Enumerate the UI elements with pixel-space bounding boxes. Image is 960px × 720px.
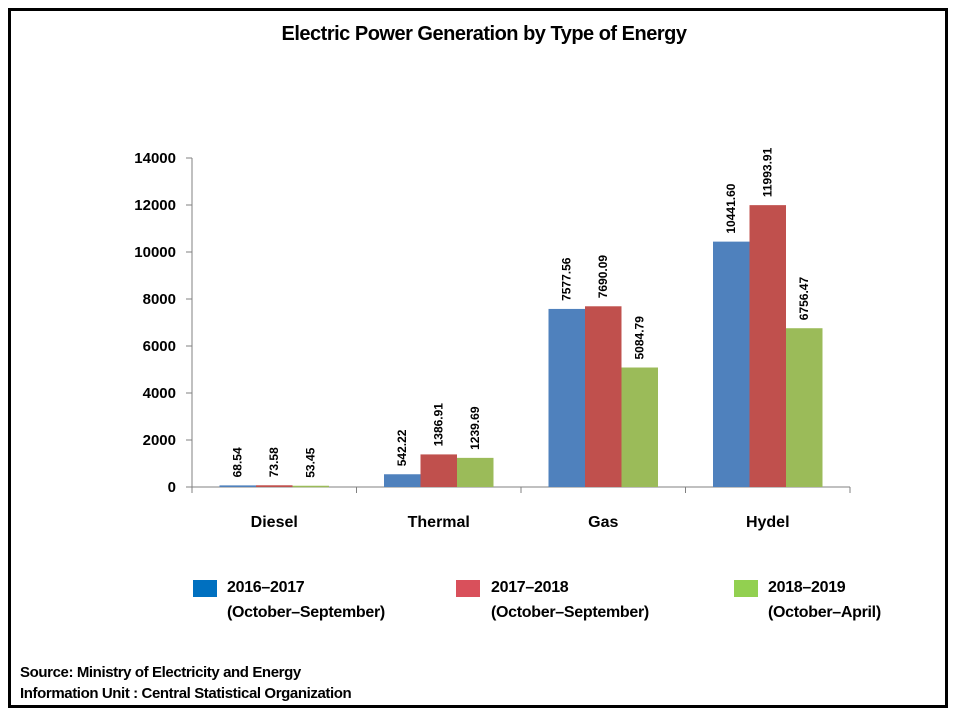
legend-item-2018-2019: 2018–2019 (October–April) [734, 579, 881, 621]
data-label: 7690.09 [596, 255, 610, 299]
bar-hydel-2 [749, 205, 786, 487]
bar-thermal-1 [384, 474, 421, 487]
bar-gas-3 [621, 367, 658, 487]
legend-swatch [734, 580, 758, 597]
bar-diesel-2 [256, 485, 293, 487]
bar-gas-2 [585, 306, 622, 487]
bar-diesel-1 [219, 485, 256, 487]
data-label: 73.58 [267, 447, 281, 477]
data-label: 5084.79 [633, 316, 647, 360]
bar-thermal-3 [457, 457, 494, 487]
y-tick-labels: 0 2000 4000 6000 8000 10000 12000 14000 [134, 150, 176, 496]
data-label: 1386.91 [432, 403, 446, 447]
data-label: 6756.47 [797, 277, 811, 321]
legend-period: (October–April) [768, 604, 881, 621]
data-label: 68.54 [231, 447, 245, 477]
y-tick-label: 0 [168, 479, 176, 496]
x-category-label: Diesel [251, 514, 298, 531]
bar-hydel-3 [786, 328, 823, 487]
legend-item-2016-2017: 2016–2017 (October–September) [193, 579, 385, 621]
y-tick-label: 6000 [143, 338, 176, 355]
legend-item-2017-2018: 2017–2018 (October–September) [456, 579, 649, 621]
bar-thermal-2 [420, 454, 457, 487]
data-label: 53.45 [304, 447, 318, 477]
y-tick-label: 10000 [134, 244, 176, 261]
y-tick-label: 8000 [143, 291, 176, 308]
data-label: 10441.60 [724, 183, 738, 233]
x-category-label: Gas [588, 514, 618, 531]
legend-swatch [193, 580, 217, 597]
data-label: 542.22 [395, 429, 409, 466]
data-label: 11993.91 [761, 147, 775, 197]
bars [219, 205, 823, 488]
bar-hydel-1 [713, 241, 750, 487]
source-line: Source: Ministry of Electricity and Ener… [20, 664, 302, 681]
legend-period: (October–September) [227, 604, 385, 621]
legend: 2016–2017 (October–September) 2017–2018 … [193, 579, 881, 621]
data-labels: 68.54 73.58 53.45 542.22 1386.91 1239.69 7577.… [231, 147, 812, 477]
x-category-label: Hydel [746, 514, 790, 531]
legend-period: (October–September) [491, 604, 649, 621]
legend-label: 2017–2018 [491, 579, 569, 596]
data-label: 1239.69 [468, 406, 482, 450]
bar-diesel-3 [292, 485, 329, 488]
y-tick-label: 14000 [134, 150, 176, 167]
y-tick-label: 2000 [143, 432, 176, 449]
legend-swatch [456, 580, 480, 597]
source-unit-line: Information Unit : Central Statistical O… [20, 685, 352, 702]
x-category-label: Thermal [408, 514, 470, 531]
data-label: 7577.56 [560, 257, 574, 301]
y-tick-label: 12000 [134, 197, 176, 214]
bar-gas-1 [548, 308, 585, 487]
legend-label: 2018–2019 [768, 579, 846, 596]
x-category-labels: Diesel Thermal Gas Hydel [251, 514, 790, 531]
legend-label: 2016–2017 [227, 579, 305, 596]
chart-title: Electric Power Generation by Type of Ene… [282, 23, 688, 45]
y-tick-label: 4000 [143, 385, 176, 402]
